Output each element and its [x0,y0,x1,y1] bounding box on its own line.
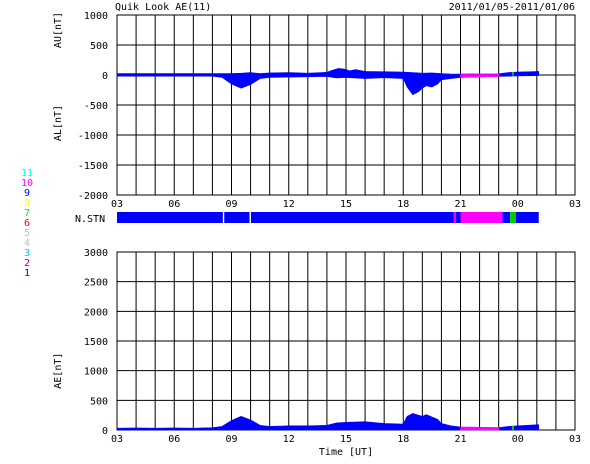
station-legend-number: 4 [24,238,30,249]
x-axis-label: Time [UT] [319,447,373,458]
plot-frame [116,14,576,196]
station-legend-number: 3 [24,248,30,259]
station-legend-number: 2 [24,258,30,269]
y-tick-label: -1000 [78,131,108,142]
station-legend-number: 10 [21,178,33,189]
station-bar-segment [249,212,251,223]
x-tick-label: 18 [397,434,409,445]
station-bar-segment [455,212,461,223]
station-legend-number: 5 [24,228,30,239]
station-bar-segment [515,212,539,223]
station-bar-label: N.STN [75,214,105,225]
y-tick-label: -500 [84,101,108,112]
x-tick-label: 09 [225,199,237,210]
station-legend-number: 1 [24,268,30,279]
station-bar-segment [453,212,456,223]
y-tick-label: 2500 [84,278,108,289]
x-tick-label: 09 [225,434,237,445]
x-tick-label: 15 [340,199,352,210]
y-tick-label: 0 [102,71,108,82]
x-tick-label: 21 [454,199,466,210]
station-legend-number: 8 [24,198,30,209]
station-bar-segment [222,212,225,223]
x-tick-label: 00 [512,199,524,210]
station-legend-number: 11 [21,168,33,179]
y-tick-label: 3000 [84,248,108,259]
series-area-al-late [460,74,499,78]
x-tick-label: 03 [569,434,581,445]
x-tick-label: 15 [340,434,352,445]
y-axis-label-ae: AE[nT] [53,353,64,389]
x-tick-label: 06 [168,199,180,210]
x-tick-label: 03 [111,199,123,210]
x-tick-label: 06 [168,434,180,445]
x-tick-label: 12 [283,199,295,210]
station-bar-segment [510,212,516,223]
y-tick-label: -1500 [78,161,108,172]
station-bar-segment [502,212,511,223]
y-tick-label: 1500 [84,337,108,348]
y-tick-label: 1000 [84,11,108,22]
y-tick-label: 1000 [84,367,108,378]
station-legend-number: 9 [24,188,30,199]
x-tick-label: 03 [569,199,581,210]
x-tick-label: 03 [111,434,123,445]
y-tick-label: 500 [90,41,108,52]
station-legend-number: 6 [24,218,30,229]
series-area-al [116,74,540,96]
x-tick-label: 18 [397,199,409,210]
y-axis-label-au: AU[nT] [53,12,64,48]
station-legend-number: 7 [24,208,30,219]
x-tick-label: 00 [512,434,524,445]
station-bar-segment [224,212,250,223]
y-tick-label: 2000 [84,307,108,318]
y-tick-label: 500 [90,396,108,407]
station-bar-segment [117,212,223,223]
y-tick-label: 0 [102,426,108,437]
station-bar-segment [460,212,503,223]
date-range: 2011/01/05-2011/01/06 [449,2,575,13]
station-bar-segment [250,212,454,223]
y-tick-label: -2000 [78,191,108,202]
series-area-ae-late [460,426,499,431]
x-tick-label: 21 [454,434,466,445]
x-tick-label: 12 [283,434,295,445]
y-axis-label-al: AL[nT] [53,105,64,141]
chart-title: Quik Look AE(11) [115,2,211,13]
